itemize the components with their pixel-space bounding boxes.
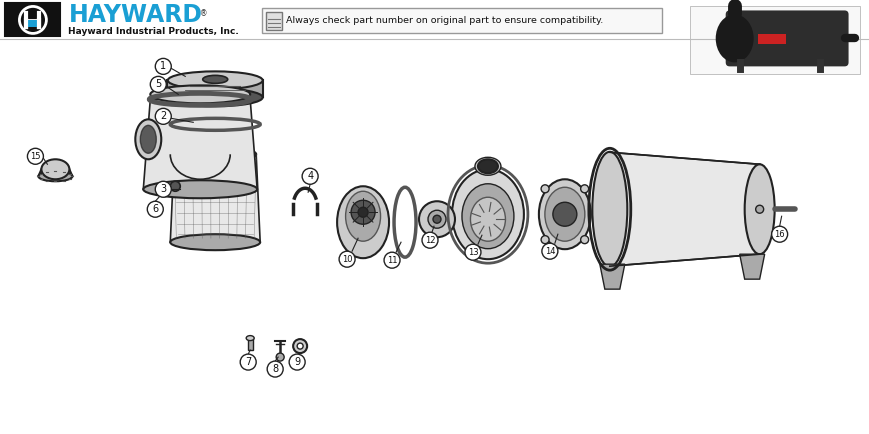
Circle shape [755, 205, 763, 213]
Ellipse shape [143, 180, 257, 198]
Circle shape [421, 232, 437, 248]
Text: 3: 3 [160, 184, 166, 194]
Ellipse shape [715, 14, 753, 62]
Polygon shape [739, 254, 764, 279]
Polygon shape [609, 152, 759, 266]
Ellipse shape [168, 71, 262, 89]
Ellipse shape [38, 171, 72, 181]
Ellipse shape [538, 179, 590, 249]
Text: 6: 6 [152, 204, 158, 214]
FancyBboxPatch shape [262, 8, 661, 33]
Circle shape [19, 7, 46, 33]
Circle shape [289, 354, 305, 370]
Circle shape [351, 200, 375, 224]
Ellipse shape [174, 146, 255, 162]
Ellipse shape [592, 152, 627, 266]
Text: 8: 8 [272, 364, 278, 374]
Ellipse shape [544, 187, 584, 241]
Circle shape [275, 353, 284, 361]
Polygon shape [170, 155, 260, 242]
Circle shape [358, 207, 368, 217]
Circle shape [155, 59, 171, 74]
Ellipse shape [452, 169, 523, 259]
Text: 11: 11 [387, 256, 397, 265]
Bar [757, 34, 785, 44]
Ellipse shape [744, 164, 773, 254]
Bar [1, 0, 868, 39]
Circle shape [383, 252, 400, 268]
Ellipse shape [140, 125, 156, 153]
Circle shape [433, 215, 441, 223]
Circle shape [541, 243, 557, 259]
Text: 15: 15 [30, 152, 41, 161]
Text: HAYWARD: HAYWARD [69, 3, 202, 27]
FancyBboxPatch shape [725, 10, 847, 66]
Circle shape [170, 181, 180, 191]
Bar [689, 7, 859, 74]
Text: 10: 10 [342, 255, 352, 264]
Circle shape [552, 202, 576, 226]
Ellipse shape [470, 197, 505, 241]
Ellipse shape [168, 89, 262, 106]
Ellipse shape [477, 159, 497, 173]
Bar [5, 3, 60, 36]
Polygon shape [599, 264, 624, 289]
Bar [266, 13, 282, 30]
Text: 14: 14 [544, 247, 554, 256]
Text: 1: 1 [160, 61, 166, 71]
Text: 16: 16 [773, 230, 784, 239]
Text: 7: 7 [245, 357, 251, 367]
Circle shape [240, 354, 255, 370]
Bar [248, 338, 253, 350]
Text: 13: 13 [468, 248, 478, 256]
Bar [25, 20, 40, 27]
Text: 5: 5 [155, 79, 162, 89]
Circle shape [302, 168, 318, 184]
Ellipse shape [179, 148, 251, 160]
Ellipse shape [345, 191, 380, 241]
Text: ®: ® [200, 10, 208, 18]
Text: 2: 2 [160, 112, 166, 122]
Circle shape [150, 76, 166, 92]
Circle shape [293, 339, 307, 353]
Ellipse shape [170, 234, 260, 250]
Text: 4: 4 [307, 171, 313, 181]
Circle shape [771, 226, 786, 242]
Circle shape [28, 148, 43, 164]
Circle shape [297, 343, 302, 349]
Circle shape [580, 236, 588, 243]
Polygon shape [167, 80, 263, 97]
Circle shape [147, 201, 163, 217]
Circle shape [541, 236, 548, 243]
Polygon shape [143, 99, 257, 189]
Ellipse shape [136, 119, 161, 159]
Ellipse shape [202, 76, 228, 83]
Ellipse shape [461, 184, 514, 249]
Text: Hayward Industrial Products, Inc.: Hayward Industrial Products, Inc. [69, 27, 239, 36]
Circle shape [541, 185, 548, 193]
Text: 9: 9 [294, 357, 300, 367]
Text: 12: 12 [424, 236, 434, 245]
Circle shape [155, 181, 171, 197]
Text: Always check part number on original part to ensure compatibility.: Always check part number on original par… [286, 16, 603, 25]
Circle shape [267, 361, 282, 377]
Circle shape [580, 185, 588, 193]
Ellipse shape [474, 157, 501, 175]
Circle shape [339, 251, 355, 267]
Ellipse shape [246, 335, 254, 341]
Circle shape [464, 244, 481, 260]
Circle shape [155, 108, 171, 124]
Circle shape [419, 201, 454, 237]
Ellipse shape [42, 159, 70, 179]
Circle shape [428, 210, 446, 228]
Ellipse shape [150, 85, 250, 103]
Ellipse shape [336, 186, 388, 258]
